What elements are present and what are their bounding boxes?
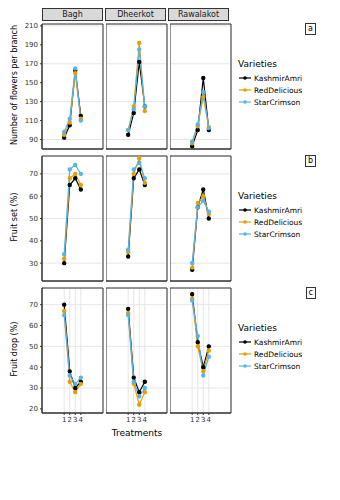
svg-text:2: 2: [131, 416, 135, 424]
svg-text:2: 2: [67, 416, 71, 424]
html-text:StarCrimson: StarCrimson: [254, 361, 301, 371]
html-text:Varieties: Varieties: [238, 191, 277, 201]
html-text:b: b: [307, 156, 313, 165]
html-text:KashmirAmri: KashmirAmri: [254, 337, 303, 347]
html-text:Number of flowers per branch: Number of flowers per branch: [9, 25, 19, 145]
html-text:StarCrimson: StarCrimson: [254, 229, 301, 239]
svg-text:130: 130: [25, 98, 38, 106]
html-text:RedDelicious: RedDelicious: [254, 217, 303, 227]
svg-text:30: 30: [29, 260, 38, 268]
svg-text:1: 1: [62, 416, 66, 424]
svg-text:110: 110: [25, 117, 38, 125]
svg-text:3: 3: [137, 416, 141, 424]
svg-text:170: 170: [25, 60, 38, 68]
svg-text:4: 4: [207, 416, 212, 424]
svg-text:40: 40: [29, 237, 38, 245]
svg-text:4: 4: [143, 416, 148, 424]
svg-text:190: 190: [25, 41, 38, 49]
svg-text:3: 3: [73, 416, 77, 424]
svg-text:50: 50: [29, 343, 38, 351]
svg-text:60: 60: [29, 322, 38, 330]
html-text:RedDelicious: RedDelicious: [254, 85, 303, 95]
svg-text:70: 70: [29, 170, 38, 178]
svg-text:40: 40: [29, 364, 38, 372]
html-text:StarCrimson: StarCrimson: [254, 97, 301, 107]
svg-text:30: 30: [29, 384, 38, 392]
html-text:Dheerkot: Dheerkot: [117, 10, 154, 19]
svg-text:90: 90: [29, 136, 38, 144]
html-text:Fruit set (%): Fruit set (%): [9, 192, 19, 242]
svg-text:50: 50: [29, 215, 38, 223]
html-text:KashmirAmri: KashmirAmri: [254, 73, 303, 83]
svg-text:150: 150: [25, 79, 38, 87]
html-text:Treatments: Treatments: [111, 428, 163, 438]
svg-text:70: 70: [29, 301, 38, 309]
html-text:Fruit drop (%): Fruit drop (%): [9, 321, 19, 377]
html-text:Bagh: Bagh: [62, 10, 83, 19]
svg-text:210: 210: [25, 22, 38, 30]
html-text:a: a: [308, 24, 313, 33]
svg-text:3: 3: [201, 416, 205, 424]
svg-text:1: 1: [126, 416, 130, 424]
html-text:Varieties: Varieties: [238, 323, 277, 333]
html-text:RedDelicious: RedDelicious: [254, 349, 303, 359]
svg-text:60: 60: [29, 193, 38, 201]
svg-text:4: 4: [79, 416, 84, 424]
svg-text:20: 20: [29, 405, 38, 413]
svg-text:2: 2: [195, 416, 199, 424]
html-text:KashmirAmri: KashmirAmri: [254, 205, 303, 215]
svg-text:1: 1: [190, 416, 194, 424]
html-text:c: c: [308, 288, 313, 297]
html-text:Varieties: Varieties: [238, 59, 277, 69]
html-text:Rawalakot: Rawalakot: [177, 10, 220, 19]
